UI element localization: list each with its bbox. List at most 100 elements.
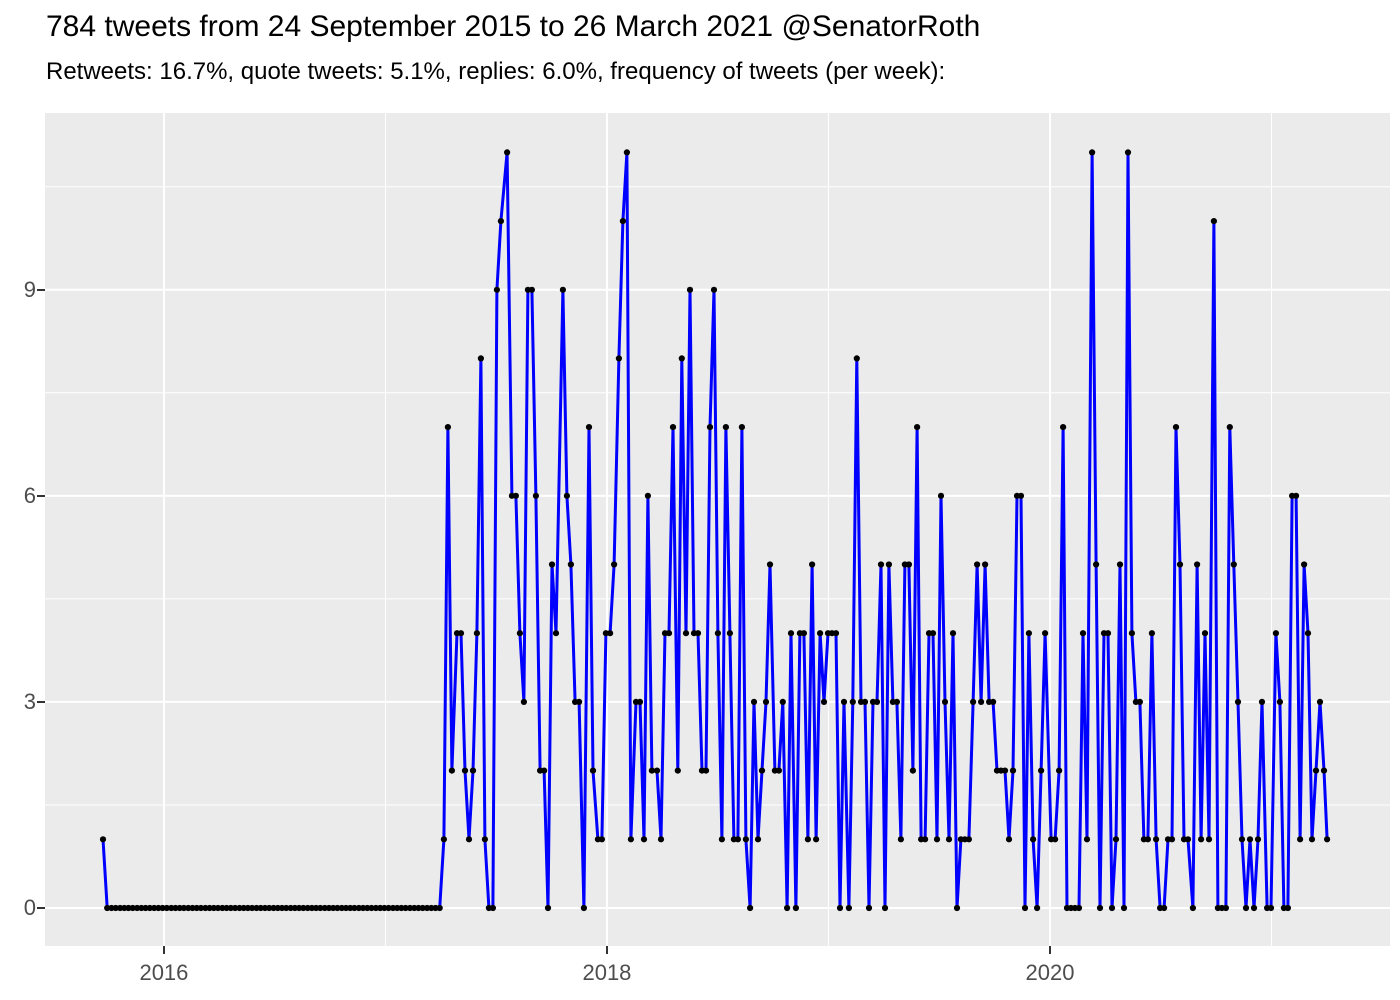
x-axis-tick-label: 2020 — [1025, 960, 1075, 985]
data-point — [300, 904, 307, 912]
data-point — [766, 561, 774, 568]
data-point — [653, 767, 661, 774]
y-axis-tick-mark — [37, 700, 45, 703]
data-point — [1030, 836, 1037, 843]
data-point — [1293, 492, 1300, 499]
data-point — [532, 492, 539, 499]
data-point — [1042, 630, 1049, 637]
data-point — [1222, 904, 1229, 912]
data-point — [845, 904, 853, 912]
data-point — [750, 698, 758, 706]
data-point — [1267, 904, 1275, 912]
data-point — [1201, 630, 1209, 637]
data-point — [1301, 561, 1308, 568]
data-point — [648, 767, 656, 774]
data-point — [1148, 630, 1155, 637]
data-point — [686, 286, 694, 293]
data-point — [1297, 836, 1304, 843]
data-point — [974, 561, 981, 568]
chart-panel — [45, 113, 1390, 946]
data-point — [909, 767, 917, 774]
data-point — [214, 904, 222, 912]
data-point — [266, 904, 273, 912]
data-point — [1189, 904, 1196, 912]
y-axis-tick-label: 6 — [23, 482, 36, 508]
tweet-frequency-line-chart — [45, 113, 1390, 946]
data-point — [232, 904, 239, 912]
data-point — [598, 836, 606, 843]
x-axis-tick-mark — [605, 946, 608, 954]
data-point — [227, 904, 234, 912]
data-point — [914, 424, 921, 431]
data-point — [1246, 836, 1254, 843]
data-point — [742, 836, 750, 843]
data-point — [714, 630, 722, 637]
data-point — [747, 904, 754, 912]
data-point — [377, 904, 384, 912]
data-point — [1250, 904, 1258, 912]
data-point — [1060, 424, 1067, 431]
data-point — [552, 630, 560, 637]
data-point — [1001, 767, 1009, 774]
data-point — [548, 561, 556, 568]
data-point — [640, 836, 648, 843]
data-point — [937, 492, 945, 499]
data-point — [497, 218, 504, 225]
data-point — [541, 767, 548, 774]
data-point — [473, 630, 480, 637]
data-point — [385, 904, 392, 912]
data-point — [1238, 836, 1246, 843]
data-point — [922, 836, 929, 843]
y-axis-tick-label: 0 — [23, 895, 36, 920]
data-point — [440, 836, 447, 843]
data-point — [567, 561, 575, 568]
y-axis-tick-mark — [37, 907, 45, 909]
x-axis-tick-label: 2016 — [139, 960, 189, 985]
data-point — [112, 904, 119, 912]
data-point — [893, 698, 901, 706]
data-point — [619, 218, 627, 225]
data-point — [520, 698, 527, 706]
data-point — [758, 767, 766, 774]
data-point — [1316, 698, 1324, 706]
data-point — [800, 630, 808, 637]
data-point — [1005, 836, 1013, 843]
data-point — [853, 355, 860, 362]
data-point — [1254, 836, 1262, 843]
data-point — [607, 630, 614, 637]
data-point — [477, 355, 484, 362]
data-point — [461, 767, 469, 774]
data-point — [1276, 698, 1283, 706]
data-point — [512, 492, 519, 499]
data-point — [516, 630, 523, 637]
data-point — [682, 630, 690, 637]
data-point — [627, 836, 635, 843]
data-point — [1320, 767, 1328, 774]
data-point — [99, 836, 107, 843]
data-point — [734, 836, 742, 843]
data-point — [678, 355, 685, 362]
data-point — [1176, 561, 1184, 568]
data-point — [1324, 836, 1331, 843]
data-point — [419, 904, 426, 912]
data-point — [163, 904, 170, 912]
data-point — [1198, 836, 1205, 843]
data-point — [1194, 561, 1201, 568]
data-point — [559, 286, 567, 293]
x-axis-tick-mark — [162, 946, 165, 954]
data-point — [881, 904, 889, 912]
data-point — [257, 904, 264, 912]
data-point — [504, 149, 511, 156]
data-point — [402, 904, 409, 912]
data-point — [489, 904, 496, 912]
data-point — [726, 630, 734, 637]
data-point — [978, 698, 985, 706]
data-point — [1034, 904, 1041, 912]
data-point — [1128, 630, 1135, 637]
data-point — [1124, 149, 1132, 156]
data-point — [528, 286, 535, 293]
data-point — [718, 836, 726, 843]
data-point — [1234, 698, 1242, 706]
data-point — [576, 698, 583, 706]
data-point — [197, 904, 204, 912]
